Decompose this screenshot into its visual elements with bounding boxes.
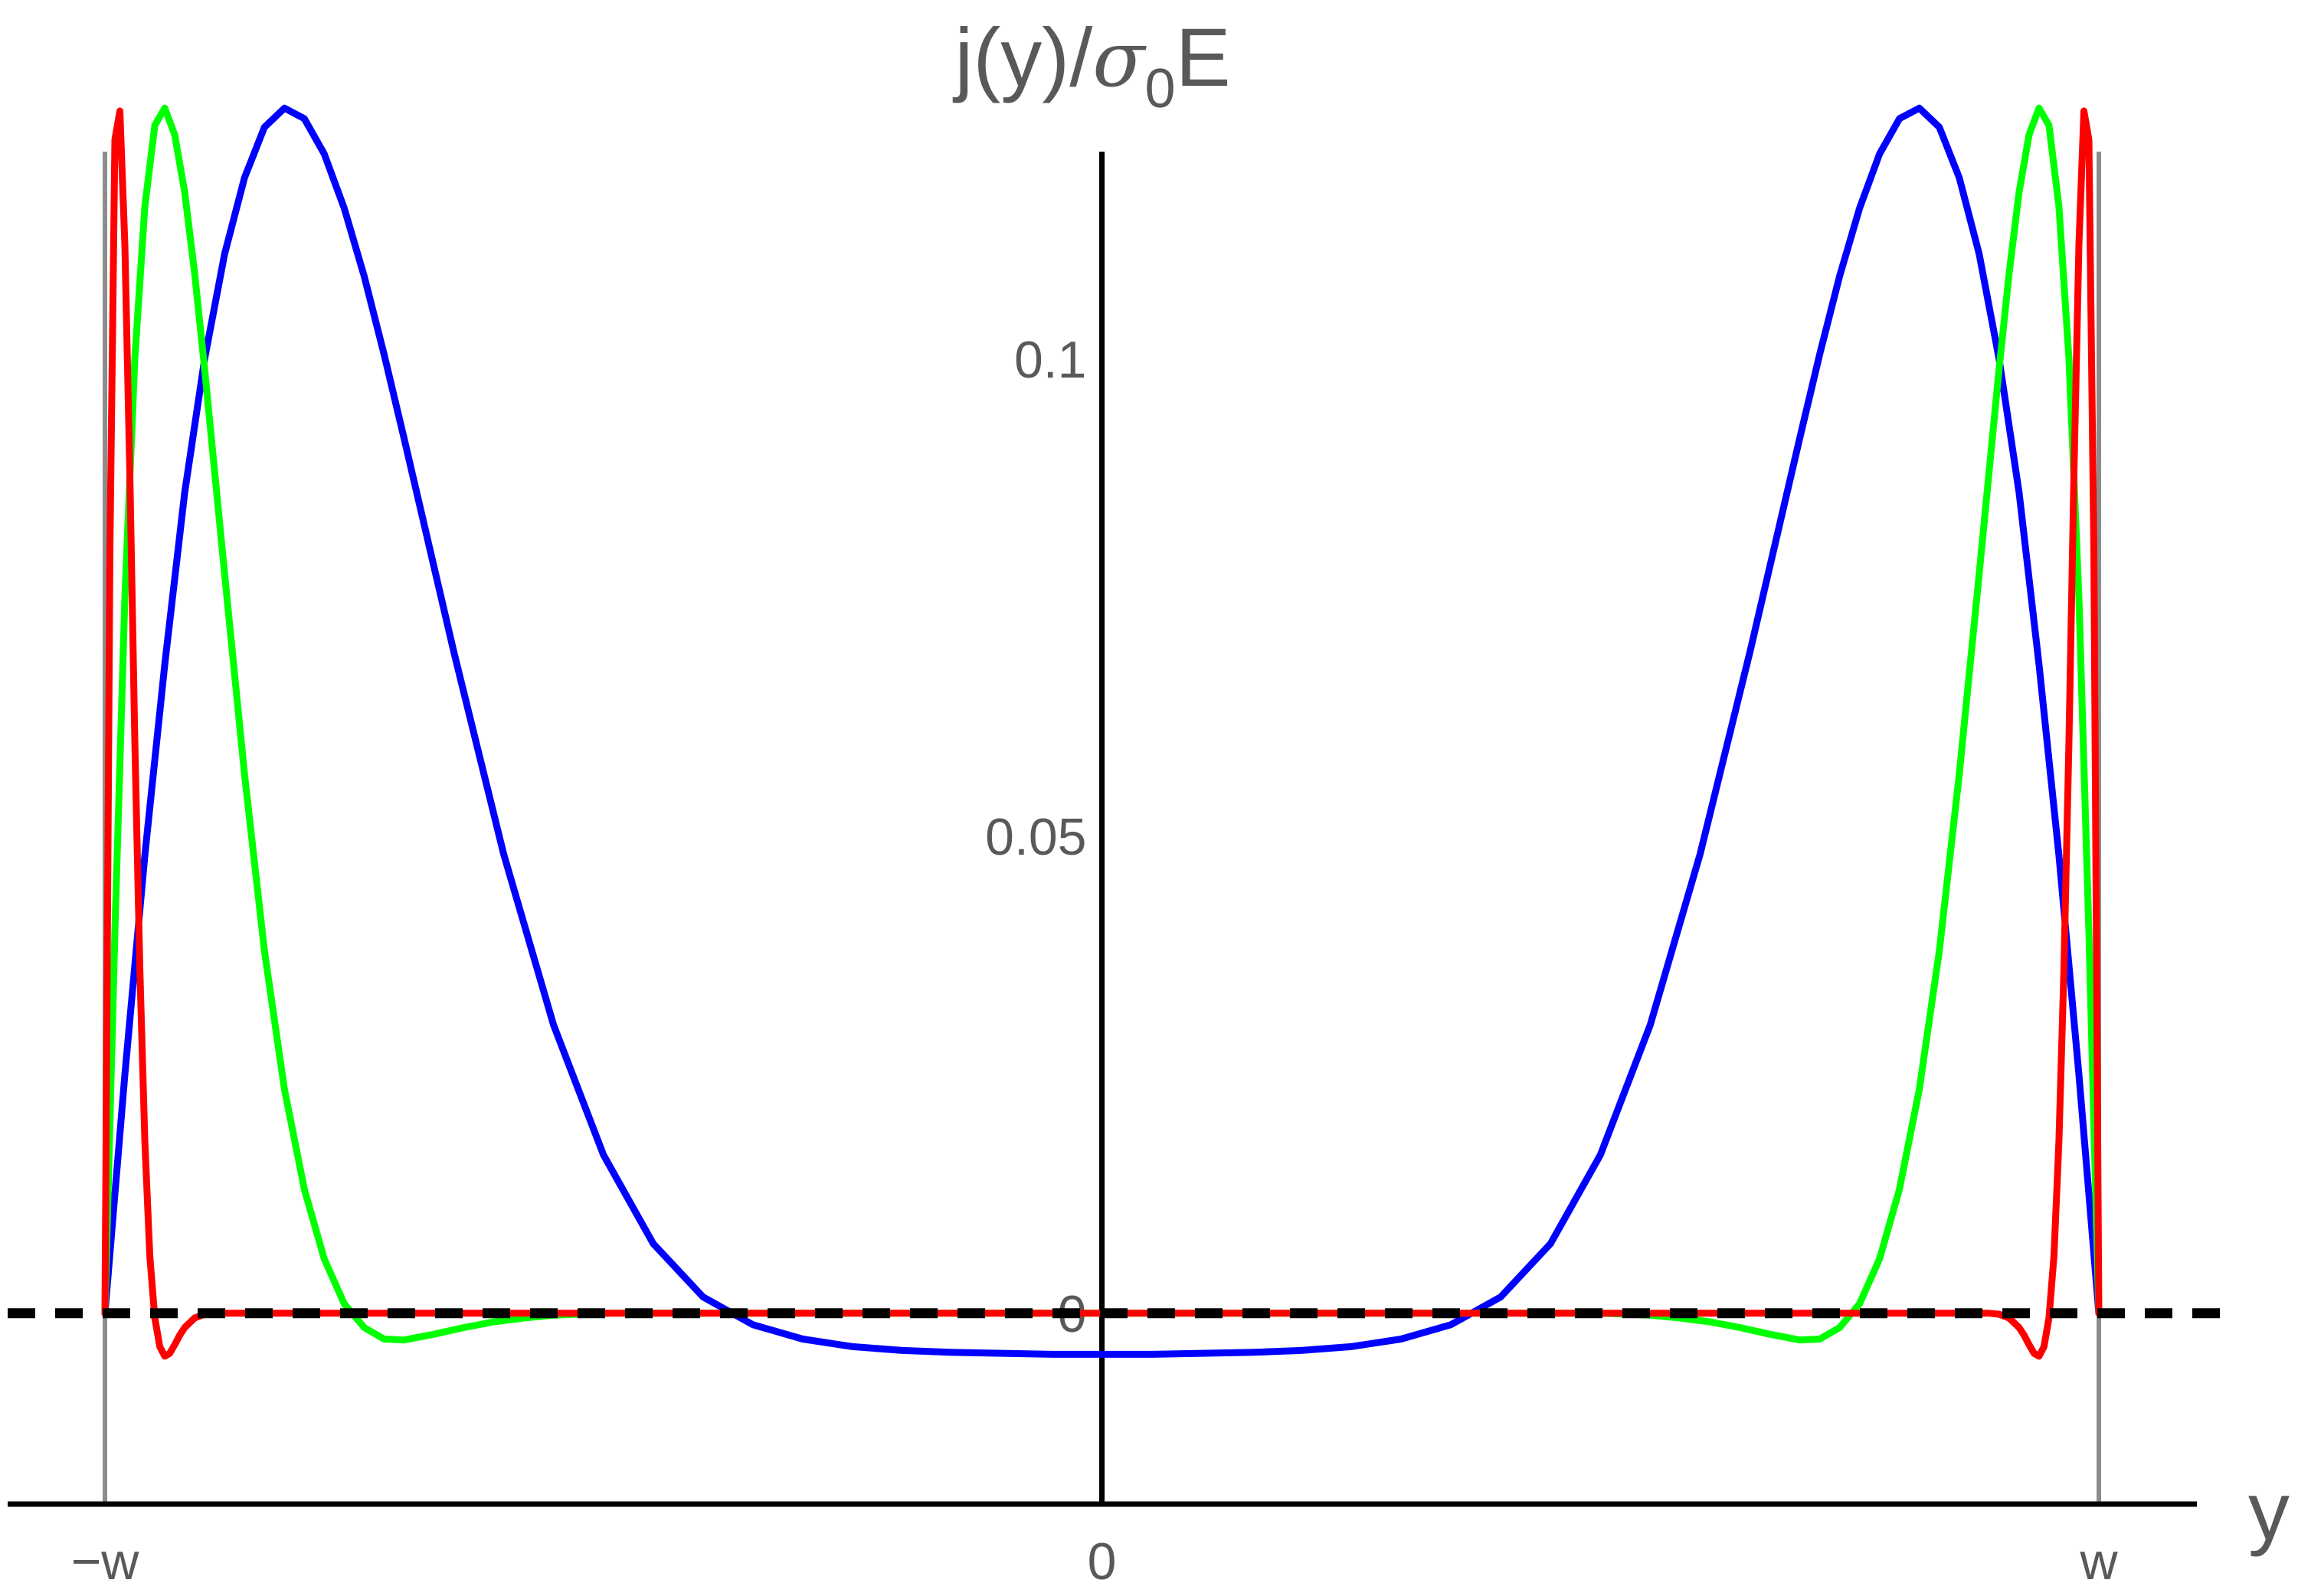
series-line-1 <box>101 104 2103 1358</box>
y-label-suffix: E <box>1176 11 1231 103</box>
x-tick-label: 0 <box>1088 1532 1117 1591</box>
x-tick-label: w <box>2079 1532 2118 1591</box>
y-tick-label: 0.1 <box>1014 331 1087 389</box>
y-label-sigma: σ <box>1092 15 1147 104</box>
x-tick-labels: −w 0 w <box>71 1532 2119 1591</box>
x-tick-label: −w <box>71 1532 140 1591</box>
x-axis-label: y <box>2248 1464 2290 1557</box>
y-axis-label: j(y)/σ0E <box>952 11 1230 119</box>
y-label-prefix: j(y)/ <box>952 11 1092 103</box>
y-tick-label: 0.05 <box>985 808 1086 866</box>
y-label-subscript: 0 <box>1145 58 1176 119</box>
y-tick-labels: 00.050.1 <box>985 331 1086 1343</box>
